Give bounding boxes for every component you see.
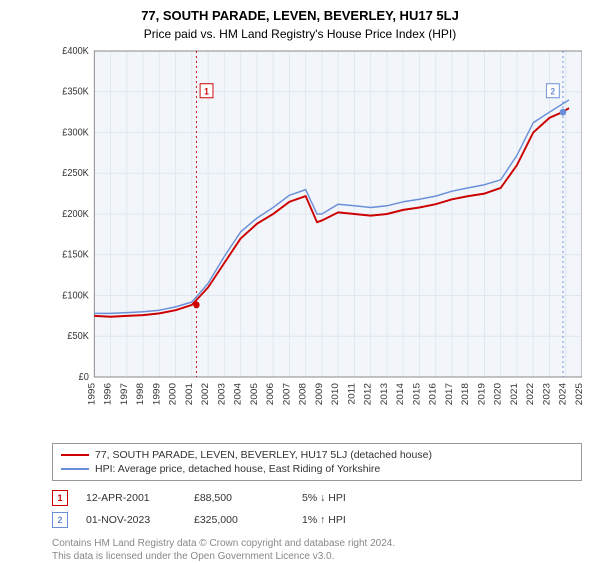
svg-text:1: 1 xyxy=(204,86,209,96)
svg-text:2021: 2021 xyxy=(509,383,520,405)
marker-price: £325,000 xyxy=(194,514,284,526)
svg-text:2014: 2014 xyxy=(396,382,407,405)
legend-box: 77, SOUTH PARADE, LEVEN, BEVERLEY, HU17 … xyxy=(52,443,582,481)
attribution-line-2: This data is licensed under the Open Gov… xyxy=(52,550,582,563)
svg-text:2009: 2009 xyxy=(314,383,325,405)
svg-text:£0: £0 xyxy=(79,372,89,383)
marker-table-row: 2 01-NOV-2023 £325,000 1% ↑ HPI xyxy=(52,509,582,531)
svg-text:£350K: £350K xyxy=(62,86,89,97)
svg-text:£400K: £400K xyxy=(62,46,89,57)
marker-delta: 5% ↓ HPI xyxy=(302,492,392,504)
svg-text:2001: 2001 xyxy=(184,383,195,405)
svg-text:2017: 2017 xyxy=(444,383,455,405)
legend-label: 77, SOUTH PARADE, LEVEN, BEVERLEY, HU17 … xyxy=(95,449,432,461)
svg-text:2008: 2008 xyxy=(298,383,309,405)
marker-delta: 1% ↑ HPI xyxy=(302,514,392,526)
svg-text:2019: 2019 xyxy=(477,383,488,405)
chart-container: 77, SOUTH PARADE, LEVEN, BEVERLEY, HU17 … xyxy=(0,0,600,560)
svg-text:£150K: £150K xyxy=(62,249,89,260)
svg-text:£200K: £200K xyxy=(62,209,89,220)
legend-swatch xyxy=(61,468,89,470)
svg-text:1998: 1998 xyxy=(135,383,146,405)
svg-text:2003: 2003 xyxy=(217,383,228,405)
svg-text:2024: 2024 xyxy=(558,382,569,405)
svg-text:£300K: £300K xyxy=(62,127,89,138)
legend-row: HPI: Average price, detached house, East… xyxy=(61,462,573,476)
svg-text:2007: 2007 xyxy=(282,383,293,405)
svg-text:2006: 2006 xyxy=(265,383,276,405)
svg-text:1996: 1996 xyxy=(103,383,114,405)
svg-text:2016: 2016 xyxy=(428,383,439,405)
marker-id-box: 1 xyxy=(52,490,68,506)
attribution-text: Contains HM Land Registry data © Crown c… xyxy=(52,537,582,563)
svg-text:2004: 2004 xyxy=(233,382,244,405)
svg-text:2005: 2005 xyxy=(249,383,260,405)
marker-price: £88,500 xyxy=(194,492,284,504)
attribution-line-1: Contains HM Land Registry data © Crown c… xyxy=(52,537,582,550)
chart-title: 77, SOUTH PARADE, LEVEN, BEVERLEY, HU17 … xyxy=(0,0,600,23)
svg-text:1999: 1999 xyxy=(152,383,163,405)
svg-text:2002: 2002 xyxy=(200,383,211,405)
svg-text:2: 2 xyxy=(551,86,556,96)
legend-row: 77, SOUTH PARADE, LEVEN, BEVERLEY, HU17 … xyxy=(61,448,573,462)
marker-id-box: 2 xyxy=(52,512,68,528)
svg-text:2010: 2010 xyxy=(331,383,342,405)
svg-text:2020: 2020 xyxy=(493,383,504,405)
svg-text:2023: 2023 xyxy=(542,383,553,405)
marker-table: 1 12-APR-2001 £88,500 5% ↓ HPI 2 01-NOV-2023 £… xyxy=(52,487,582,531)
svg-text:2018: 2018 xyxy=(461,383,472,405)
svg-text:1995: 1995 xyxy=(87,383,98,405)
svg-text:£100K: £100K xyxy=(62,290,89,301)
svg-text:2011: 2011 xyxy=(347,383,358,404)
svg-text:2025: 2025 xyxy=(574,383,582,405)
svg-text:£50K: £50K xyxy=(67,331,89,342)
marker-date: 12-APR-2001 xyxy=(86,492,176,504)
marker-date: 01-NOV-2023 xyxy=(86,514,176,526)
legend-swatch xyxy=(61,454,89,456)
svg-text:£250K: £250K xyxy=(62,168,89,179)
chart-plot-area: £0 £50K £100K £150K £200K £250K £300K £350K £400… xyxy=(52,45,582,405)
svg-text:1997: 1997 xyxy=(119,383,130,405)
legend-label: HPI: Average price, detached house, East… xyxy=(95,463,380,475)
chart-svg: £0 £50K £100K £150K £200K £250K £300K £350K £400… xyxy=(52,45,582,405)
svg-text:2013: 2013 xyxy=(379,383,390,405)
marker-table-row: 1 12-APR-2001 £88,500 5% ↓ HPI xyxy=(52,487,582,509)
svg-text:2000: 2000 xyxy=(168,383,179,405)
chart-subtitle: Price paid vs. HM Land Registry's House … xyxy=(0,23,600,45)
svg-text:2012: 2012 xyxy=(363,383,374,405)
svg-text:2015: 2015 xyxy=(412,383,423,405)
svg-text:2022: 2022 xyxy=(526,383,537,405)
